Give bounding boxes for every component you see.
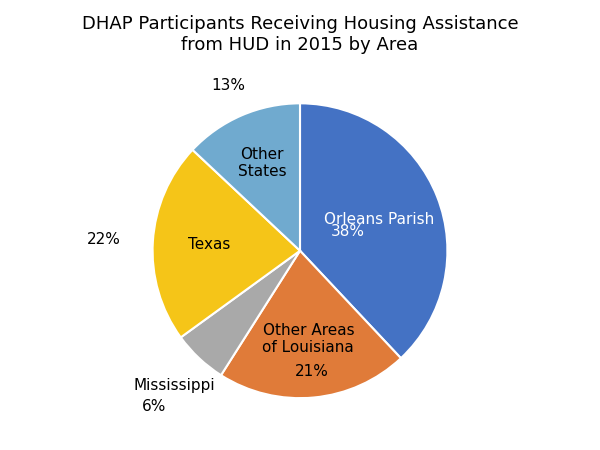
Wedge shape bbox=[193, 104, 300, 251]
Wedge shape bbox=[181, 251, 300, 375]
Text: Other
States: Other States bbox=[238, 147, 286, 179]
Text: 38%: 38% bbox=[331, 224, 365, 239]
Text: Orleans Parish: Orleans Parish bbox=[325, 212, 434, 227]
Wedge shape bbox=[152, 150, 300, 338]
Text: Other Areas
of Louisiana: Other Areas of Louisiana bbox=[262, 323, 354, 355]
Text: 21%: 21% bbox=[295, 364, 328, 378]
Wedge shape bbox=[300, 104, 448, 358]
Text: 13%: 13% bbox=[212, 78, 245, 93]
Text: 6%: 6% bbox=[142, 399, 166, 414]
Text: 22%: 22% bbox=[86, 232, 121, 247]
Wedge shape bbox=[221, 251, 401, 398]
Title: DHAP Participants Receiving Housing Assistance
from HUD in 2015 by Area: DHAP Participants Receiving Housing Assi… bbox=[82, 15, 518, 54]
Text: Texas: Texas bbox=[188, 238, 230, 252]
Text: Mississippi: Mississippi bbox=[133, 378, 215, 392]
